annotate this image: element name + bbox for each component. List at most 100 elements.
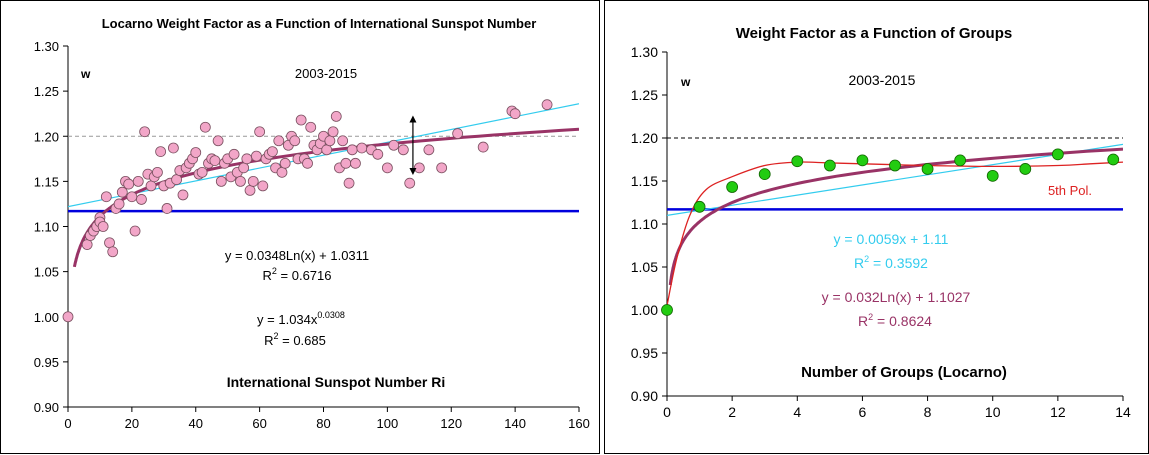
x-tick-label: 6 xyxy=(859,404,867,420)
w-label: w xyxy=(80,67,91,81)
arrow-head-up xyxy=(409,115,417,123)
x-tick-label: 120 xyxy=(440,416,462,431)
data-point xyxy=(452,128,464,139)
r-squared-log-prefix: R xyxy=(858,313,868,329)
data-point xyxy=(81,239,93,250)
data-point xyxy=(305,121,317,133)
r-squared-log-value: = 0.6716 xyxy=(277,268,332,283)
data-point xyxy=(155,146,167,157)
equation-power-base: y = 1.034x xyxy=(257,312,318,327)
data-point xyxy=(381,162,393,174)
w-label: w xyxy=(680,75,691,89)
data-point xyxy=(247,175,259,187)
data-point xyxy=(123,178,135,190)
r-squared-linear-sup: 2 xyxy=(864,254,869,264)
r-squared-linear: R2 = 0.3592 xyxy=(854,254,928,271)
r-squared-power: R2 = 0.685 xyxy=(264,331,326,348)
data-point xyxy=(921,163,934,175)
poly5-trendline xyxy=(667,161,1123,306)
period-label: 2003-2015 xyxy=(295,66,357,81)
chart-sunspot: 0.90 0.95 1.00 1.05 1.10 1.15 1.20 1.25 1.30 0 20 4… xyxy=(34,16,590,431)
data-point xyxy=(327,126,339,138)
data-point xyxy=(215,175,227,187)
data-point xyxy=(295,114,307,126)
data-point xyxy=(167,142,179,154)
data-point xyxy=(212,135,224,147)
data-point xyxy=(413,162,425,174)
r-squared-log-value: = 0.8624 xyxy=(873,313,932,329)
y-tick-label: 0.95 xyxy=(631,345,658,361)
chart-panel-groups: 0.90 0.95 1.00 1.05 1.10 1.15 1.20 1.25 1.30 0 2 4 6… xyxy=(604,0,1149,454)
data-point xyxy=(136,194,147,205)
data-point xyxy=(100,191,112,203)
data-point xyxy=(289,135,301,147)
data-point xyxy=(1051,148,1064,161)
y-tick-label: 0.95 xyxy=(34,355,59,370)
data-point xyxy=(330,110,342,122)
data-point xyxy=(324,135,336,147)
data-point xyxy=(199,121,211,133)
r-squared-log-sup: 2 xyxy=(272,266,277,276)
r-squared-log: R2 = 0.6716 xyxy=(263,266,332,283)
data-point xyxy=(266,146,278,157)
equation-power-exp: 0.0308 xyxy=(317,310,345,320)
x-tick-label: 160 xyxy=(568,416,590,431)
data-point xyxy=(62,311,74,323)
x-axis-label: International Sunspot Number Ri xyxy=(227,374,446,390)
data-point xyxy=(145,180,157,192)
y-tick-label: 1.30 xyxy=(34,39,59,54)
data-point xyxy=(238,162,250,174)
data-point xyxy=(372,148,384,160)
data-point xyxy=(251,150,262,162)
data-point xyxy=(541,99,553,111)
plot-area: 0.90 0.95 1.00 1.05 1.10 1.15 1.20 1.25 1.30 0 20 4… xyxy=(34,39,590,431)
y-tick-label: 0.90 xyxy=(631,388,658,404)
data-point xyxy=(132,175,144,187)
y-tick-label: 1.10 xyxy=(631,216,658,232)
marker-layer xyxy=(661,148,1120,316)
data-point xyxy=(954,154,967,167)
y-tick-label: 1.20 xyxy=(34,129,59,144)
r-squared-log: R2 = 0.8624 xyxy=(858,312,932,329)
poly-label: 5th Pol. xyxy=(1048,183,1092,198)
data-point xyxy=(244,184,256,196)
data-point xyxy=(791,155,804,168)
data-point xyxy=(1107,153,1120,166)
chart-panel-sunspot: 0.90 0.95 1.00 1.05 1.10 1.15 1.20 1.25 1.30 0 20 4… xyxy=(0,0,600,454)
data-point xyxy=(856,154,869,167)
data-point xyxy=(404,177,416,189)
x-tick-label: 14 xyxy=(1115,404,1131,420)
equation-log: y = 0.0348Ln(x) + 1.0311 xyxy=(225,248,369,263)
data-point xyxy=(113,198,125,210)
data-point xyxy=(97,221,109,232)
data-point xyxy=(388,139,400,151)
data-point xyxy=(209,155,221,167)
data-point xyxy=(436,162,448,174)
data-point xyxy=(257,180,269,192)
equation-power: y = 1.034x0.0308 xyxy=(257,310,345,327)
x-tick-label: 40 xyxy=(189,416,203,431)
data-point xyxy=(343,177,355,189)
data-point xyxy=(254,126,266,138)
data-point xyxy=(104,237,115,249)
data-point xyxy=(346,144,358,156)
data-point xyxy=(177,189,189,201)
data-point xyxy=(273,135,285,147)
data-point xyxy=(477,141,489,153)
data-point xyxy=(321,144,333,156)
data-point xyxy=(228,148,240,160)
equation-linear: y = 0.0059x + 1.11 xyxy=(834,231,949,247)
data-point xyxy=(161,203,173,214)
y-tick-label: 1.00 xyxy=(631,302,658,318)
y-tick-label: 1.00 xyxy=(34,310,59,325)
data-point xyxy=(340,157,352,169)
data-point xyxy=(693,200,706,213)
y-tick-label: 1.25 xyxy=(631,87,658,103)
marker-layer xyxy=(62,99,553,323)
data-point xyxy=(276,166,288,178)
data-point xyxy=(171,174,182,185)
r-squared-log-prefix: R xyxy=(263,268,272,283)
r-squared-log-sup: 2 xyxy=(868,312,873,322)
y-tick-label: 1.15 xyxy=(34,174,59,189)
log-trendline xyxy=(668,147,1123,286)
